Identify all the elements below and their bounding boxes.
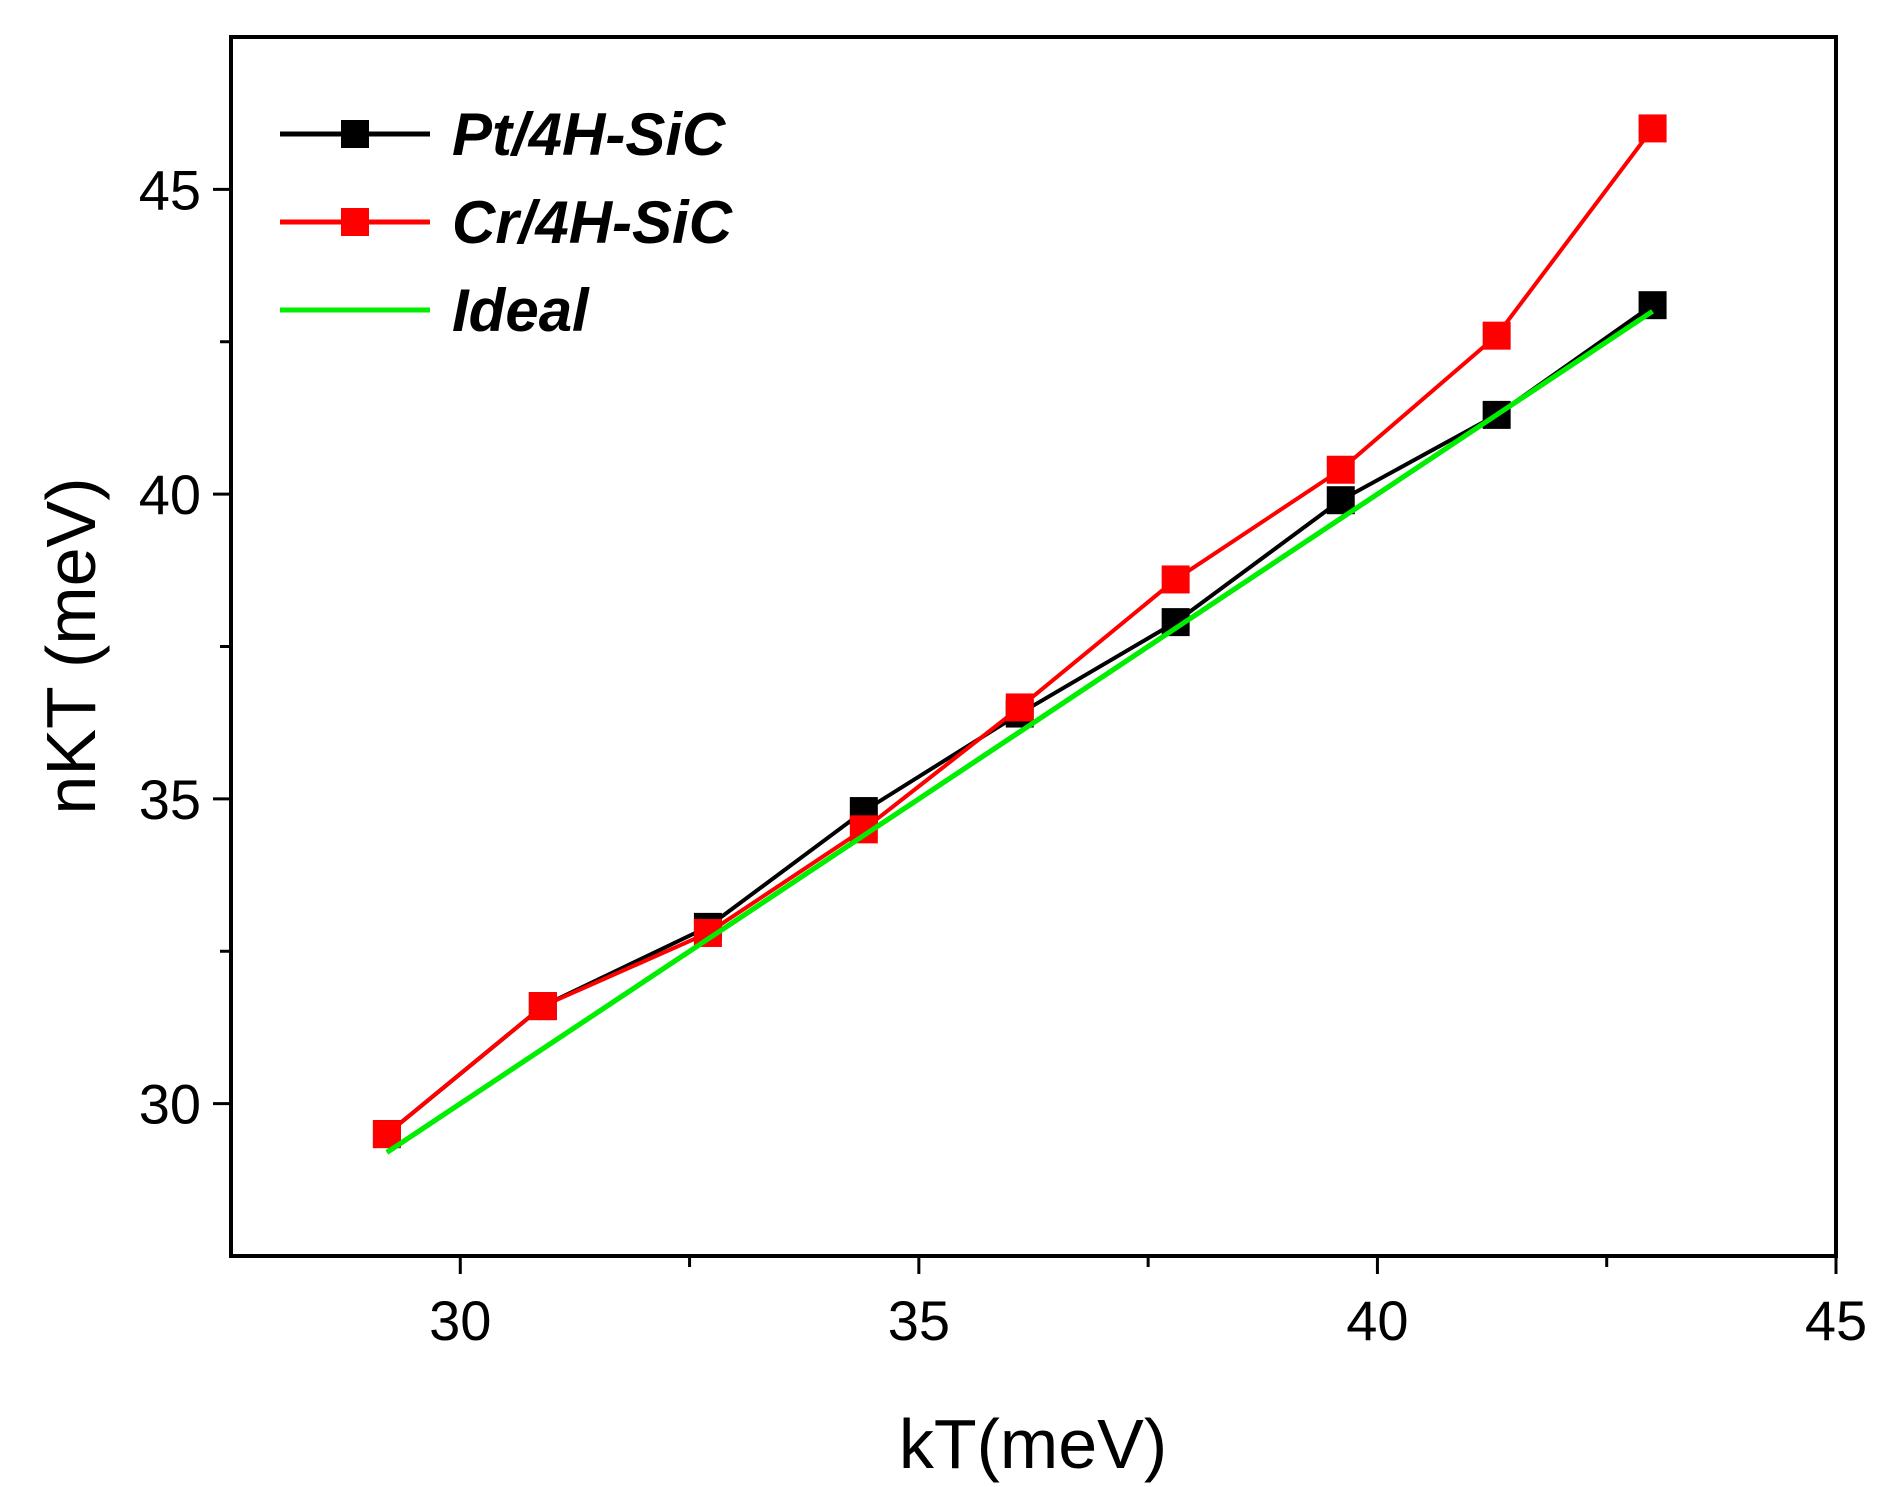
x-tick-label: 30 — [429, 1289, 491, 1352]
data-point-cr-4h-sic — [1005, 693, 1034, 722]
legend-label-pt-4h-sic: Pt/4H-SiC — [452, 101, 727, 168]
y-axis-title: nKT (meV) — [32, 477, 110, 814]
plot-area — [372, 114, 1667, 1155]
x-tick-label: 35 — [888, 1289, 950, 1352]
x-axis-title: kT(meV) — [899, 1405, 1167, 1483]
x-tick-label: 45 — [1805, 1289, 1867, 1352]
data-point-cr-4h-sic — [528, 992, 557, 1021]
data-point-cr-4h-sic — [1326, 455, 1355, 484]
series-line-overlay-ideal — [385, 309, 1654, 1155]
y-tick-label: 40 — [139, 463, 201, 526]
legend: Pt/4H-SiC Cr/4H-SiC Ideal — [280, 101, 734, 344]
legend-label-ideal: Ideal — [452, 277, 590, 344]
legend-label-cr-4h-sic: Cr/4H-SiC — [452, 189, 734, 256]
y-tick-label: 35 — [139, 768, 201, 831]
data-point-cr-4h-sic — [1482, 321, 1511, 350]
data-point-cr-4h-sic — [1161, 565, 1190, 594]
data-point-cr-4h-sic — [1638, 114, 1667, 143]
legend-marker-pt-4h-sic — [341, 120, 369, 148]
x-tick-label: 40 — [1346, 1289, 1408, 1352]
y-tick-label: 45 — [139, 158, 201, 221]
y-tick-label: 30 — [139, 1073, 201, 1136]
legend-marker-cr-4h-sic — [341, 208, 369, 236]
axes: 30 35 40 45 30 35 40 45 — [139, 158, 1867, 1352]
